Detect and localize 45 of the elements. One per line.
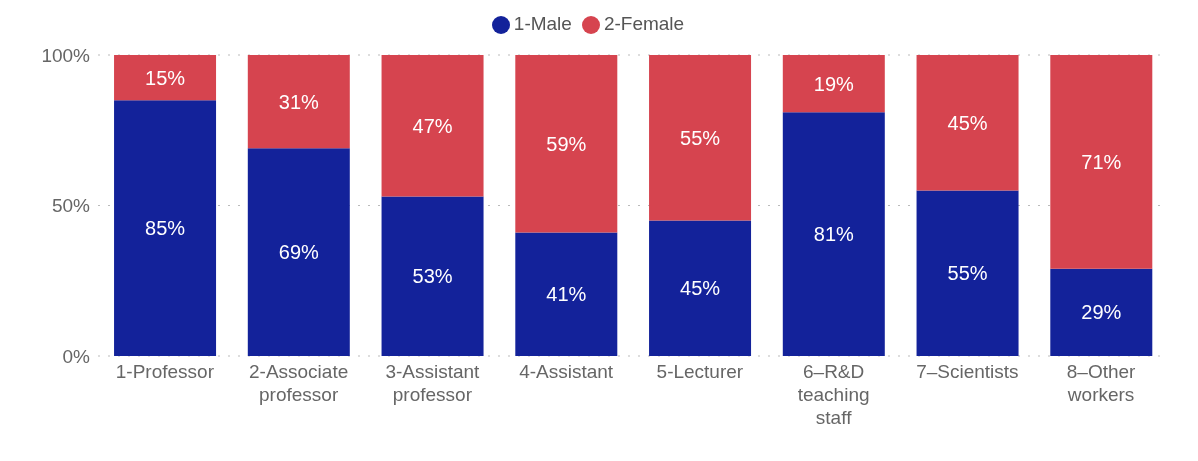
bar — [114, 55, 217, 101]
y-tick-label: 50% — [51, 195, 91, 217]
bar — [381, 55, 484, 197]
bar — [916, 190, 1019, 356]
bar — [782, 55, 885, 113]
y-tick-label: 0% — [62, 345, 91, 367]
data-label: 55% — [947, 262, 988, 285]
data-label: 69% — [278, 241, 320, 264]
x-tick-label: 2-Associate professor — [248, 361, 349, 405]
bar — [1050, 268, 1153, 356]
data-label: 71% — [1081, 150, 1122, 173]
x-tick-label: 1-Professor — [115, 361, 215, 382]
bar — [247, 148, 350, 356]
bar — [649, 55, 752, 221]
bar — [515, 232, 618, 356]
x-tick-label: 8–Other workers — [1066, 361, 1137, 405]
data-label: 85% — [145, 217, 186, 240]
data-label: 19% — [813, 72, 855, 95]
data-label: 53% — [412, 265, 453, 288]
bar — [114, 100, 217, 356]
y-tick-label: 100% — [41, 44, 91, 66]
data-label: 31% — [278, 90, 320, 113]
bar — [1050, 55, 1153, 269]
x-tick-label: 5-Lecturer — [656, 361, 744, 382]
legend-label: 2-Female — [603, 13, 685, 34]
x-tick-label: 7–Scientists — [916, 361, 1019, 382]
x-tick-label: 3-Assistant professor — [385, 361, 481, 405]
bar — [649, 220, 752, 356]
bar — [247, 55, 350, 149]
legend-label: 1-Male — [513, 13, 572, 34]
data-label: 15% — [145, 66, 186, 89]
x-tick-label: 4-Assistant — [519, 361, 614, 382]
bar — [515, 55, 618, 233]
data-label: 41% — [546, 283, 587, 306]
bar — [381, 196, 484, 356]
x-tick-label: 6–R&D teaching staff — [797, 361, 870, 428]
data-label: 29% — [1081, 301, 1122, 324]
data-label: 59% — [546, 132, 587, 155]
data-label: 45% — [680, 277, 721, 300]
data-label: 45% — [947, 111, 988, 134]
data-label: 81% — [813, 223, 855, 246]
data-label: 55% — [680, 126, 721, 149]
data-label: 47% — [412, 114, 453, 137]
bar — [916, 55, 1019, 191]
bar — [782, 112, 885, 356]
